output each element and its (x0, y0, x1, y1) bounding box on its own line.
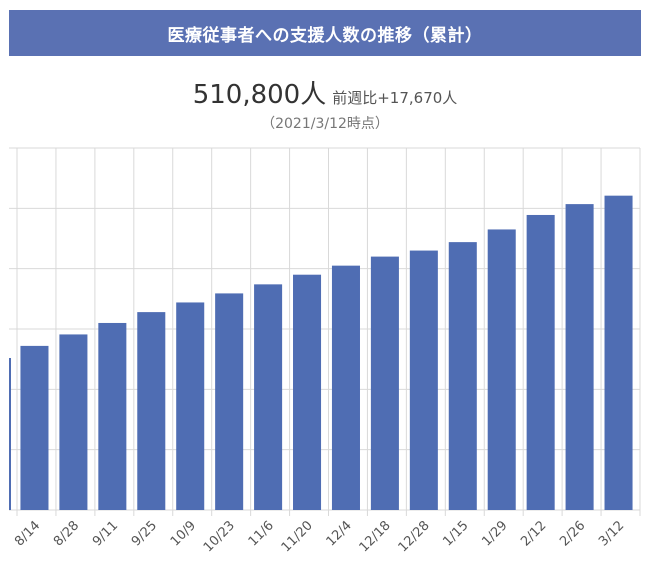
x-tick-label: 2/12 (518, 518, 549, 549)
bar (98, 322, 127, 510)
x-tick-label: 12/4 (324, 518, 355, 549)
bar (331, 265, 360, 510)
bar (565, 204, 594, 511)
x-tick-label: 10/23 (201, 518, 238, 555)
x-tick-label: 9/11 (90, 518, 121, 549)
bar (59, 334, 88, 510)
bar (137, 312, 166, 510)
x-tick-label: 1/15 (440, 518, 471, 549)
chart-title: 医療従事者への支援人数の推移（累計） (167, 25, 483, 46)
as-of-date: （2021/3/12時点） (261, 116, 389, 132)
x-tick-label: 11/20 (279, 518, 316, 555)
bar (370, 256, 399, 510)
x-tick-label: 3/12 (596, 518, 627, 549)
x-tick-label: 12/18 (357, 518, 394, 555)
bar (604, 195, 633, 510)
weekly-change: 前週比+17,670人 (332, 89, 458, 107)
total-count: 510,800人 (192, 80, 327, 110)
bar (215, 293, 244, 510)
summary-line: 510,800人 前週比+17,670人 (0, 74, 650, 111)
x-tick-label: 9/25 (129, 518, 160, 549)
bar (526, 214, 555, 510)
bar (176, 302, 205, 510)
bar (293, 274, 322, 510)
x-tick-label: 10/9 (168, 518, 199, 549)
x-tick-label: 8/28 (51, 518, 82, 549)
bar (487, 229, 516, 510)
x-tick-label: 11/6 (246, 518, 277, 549)
x-tick-label: 12/28 (396, 518, 433, 555)
bar (448, 242, 477, 510)
x-tick-label: 1/29 (479, 518, 510, 549)
x-tick-label: 8/14 (12, 518, 43, 549)
bar-chart: 8/14 8/28 9/11 9/25 10/9 10/23 11/6 11/20 12/4 12… (9, 147, 641, 555)
bar (254, 284, 283, 510)
bar (409, 250, 438, 511)
chart-title-banner: 医療従事者への支援人数の推移（累計） (9, 10, 641, 56)
x-tick-label: 2/26 (557, 518, 588, 549)
bar (20, 345, 49, 510)
